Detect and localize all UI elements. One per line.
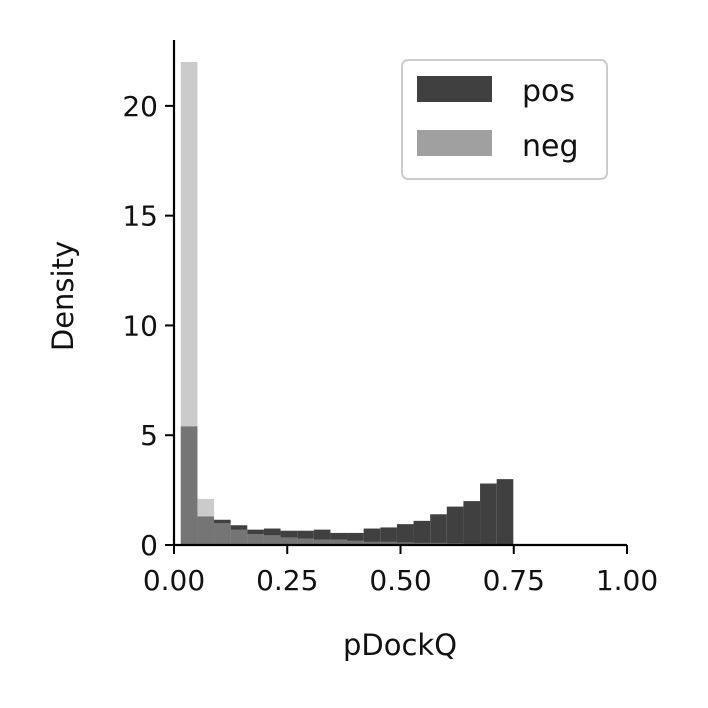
x-tick-label-0: 0.00	[143, 564, 205, 597]
legend-label-pos: pos	[522, 74, 575, 109]
y-tick-label-0: 0	[140, 529, 158, 562]
x-tick-label-4: 1.00	[596, 564, 658, 597]
bar-neg-10	[347, 540, 364, 545]
bar-pos-14	[413, 520, 431, 545]
bar-pos-16	[446, 506, 464, 545]
legend-swatch-neg	[417, 130, 492, 156]
y-tick-label-3: 15	[122, 200, 158, 233]
x-tick-label-1: 0.25	[256, 564, 318, 597]
y-tick-label-2: 10	[122, 309, 158, 342]
x-axis-label: pDockQ	[343, 628, 457, 662]
legend-label-neg: neg	[522, 129, 579, 164]
legend-swatch-pos	[417, 76, 492, 102]
y-axis-label: Density	[46, 241, 80, 351]
bar-pos-15	[430, 514, 447, 545]
y-tick-label-4: 20	[122, 90, 158, 123]
bar-neg-11	[363, 541, 381, 545]
bars-layer	[180, 61, 514, 546]
bar-pos-12	[380, 527, 397, 545]
ticks-layer: 0.00 0.25 0.50 0.75 1.00 0 5 10 15 20	[122, 90, 658, 597]
bar-pos-18	[480, 483, 497, 545]
bar-neg-2	[214, 523, 231, 545]
bar-pos-17	[463, 501, 481, 545]
legend: pos neg	[401, 59, 608, 180]
bar-neg-4	[247, 534, 264, 545]
bar-neg-5	[263, 535, 281, 545]
bar-neg-12	[380, 541, 397, 545]
bar-pos-13	[396, 524, 414, 545]
bar-neg-6	[280, 537, 298, 545]
bar-neg-13	[396, 542, 414, 545]
bar-neg-7	[297, 538, 314, 545]
x-tick-label-3: 0.75	[483, 564, 545, 597]
bar-neg-3	[230, 529, 248, 545]
bar-neg-9	[330, 539, 348, 545]
bar-neg-0	[180, 61, 198, 546]
bar-pos-19	[496, 479, 514, 545]
bar-pos-11	[363, 528, 381, 545]
x-tick-label-2: 0.50	[369, 564, 431, 597]
bar-neg-8	[313, 539, 331, 545]
y-tick-label-1: 5	[140, 419, 158, 452]
bar-neg-1	[197, 498, 215, 545]
